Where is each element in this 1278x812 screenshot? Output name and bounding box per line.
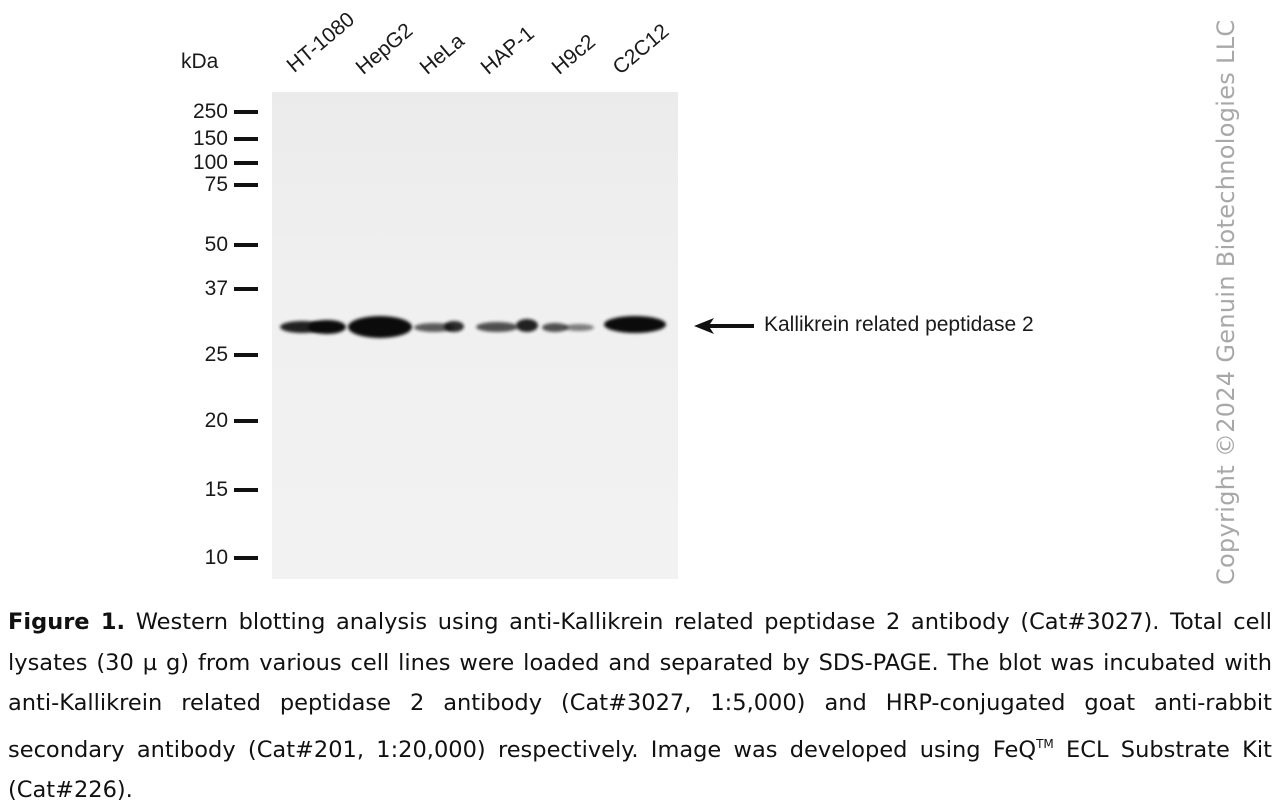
marker-10: 10 [170, 547, 258, 568]
lane-label-h9c2: H9c2 [547, 30, 600, 80]
blot-membrane [272, 92, 678, 579]
marker-tick [234, 243, 258, 247]
marker-tick [234, 488, 258, 492]
band-hepg2 [348, 316, 412, 338]
marker-tick [234, 353, 258, 357]
marker-37: 37 [170, 278, 258, 299]
band-h9c2-a [542, 323, 568, 332]
marker-250: 250 [170, 101, 258, 122]
marker-tick [234, 137, 258, 141]
marker-150: 150 [170, 128, 258, 149]
band-ht1080-b [308, 320, 346, 334]
marker-15: 15 [170, 479, 258, 500]
left-arrow-icon [694, 317, 754, 335]
caption-text-end: ECL Substrate Kit (Cat#226). [8, 736, 1272, 804]
band-hap1-a [476, 322, 518, 332]
lane-label-hap1: HAP-1 [476, 21, 539, 80]
marker-50: 50 [170, 234, 258, 255]
copyright-watermark: Copyright ©2024 Genuin Biotechnologies L… [1212, 19, 1240, 585]
marker-75: 75 [170, 174, 258, 195]
figure-caption: Figure 1. Western blotting analysis usin… [8, 602, 1272, 811]
lane-label-c2c12: C2C12 [608, 19, 674, 80]
marker-tick [234, 183, 258, 187]
marker-tick [234, 556, 258, 560]
lane-label-ht1080: HT-1080 [282, 7, 360, 78]
band-hela-b [444, 321, 464, 332]
caption-text: Western blotting analysis using anti-Kal… [8, 609, 1272, 763]
marker-25: 25 [170, 344, 258, 365]
lane-label-hela: HeLa [415, 29, 469, 80]
marker-tick [234, 110, 258, 114]
marker-tick [234, 161, 258, 165]
band-hela-a [414, 323, 454, 332]
marker-tick [234, 287, 258, 291]
band-hap1-b [516, 319, 538, 332]
marker-20: 20 [170, 410, 258, 431]
target-protein-label: Kallikrein related peptidase 2 [764, 313, 1034, 336]
band-c2c12 [604, 316, 666, 333]
figure-number: Figure 1. [8, 609, 126, 635]
lane-label-hepg2: HepG2 [351, 18, 418, 80]
unit-label-kda: kDa [181, 50, 219, 73]
marker-100: 100 [170, 152, 258, 173]
trademark-mark: TM [1036, 736, 1054, 751]
band-h9c2-b [564, 324, 594, 331]
marker-tick [234, 419, 258, 423]
